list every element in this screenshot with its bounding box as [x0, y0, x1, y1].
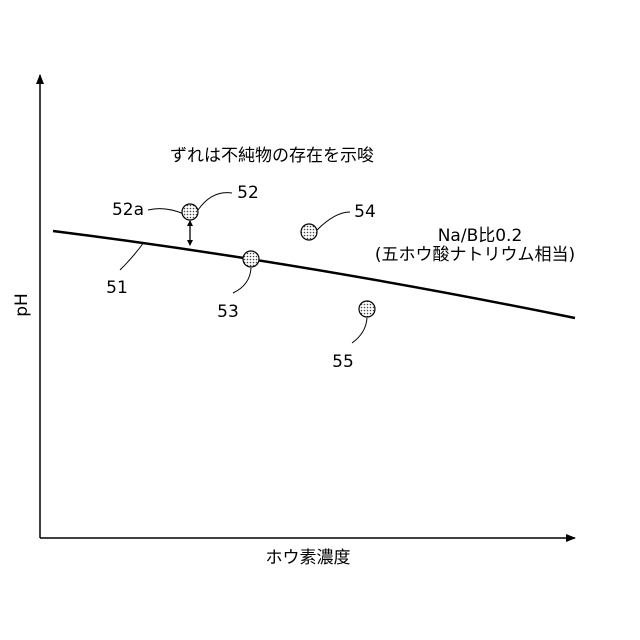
label: 54: [354, 202, 376, 222]
label: 55: [332, 352, 354, 372]
label: 53: [217, 302, 239, 322]
point: [182, 204, 198, 220]
point: [359, 301, 375, 317]
leader: [352, 318, 367, 343]
leader: [120, 242, 144, 270]
point: [243, 251, 259, 267]
x-axis-label: ホウ素濃度: [266, 548, 351, 568]
diagram: ずれは不純物の存在を示唆 52a 52 53 54 55 51 Na/B比0.2…: [0, 0, 640, 640]
label: 52a: [112, 200, 144, 220]
leader: [198, 193, 232, 210]
leader: [317, 212, 350, 230]
annotation: ずれは不純物の存在を示唆: [170, 146, 374, 166]
curve-note: Na/B比0.2: [438, 226, 523, 246]
leader: [148, 209, 184, 214]
leader: [233, 268, 251, 293]
y-axis-label: pH: [12, 293, 32, 317]
label: 52: [237, 183, 259, 203]
point: [301, 224, 317, 240]
label: 51: [106, 278, 128, 298]
curve-note: (五ホウ酸ナトリウム相当): [375, 245, 575, 265]
